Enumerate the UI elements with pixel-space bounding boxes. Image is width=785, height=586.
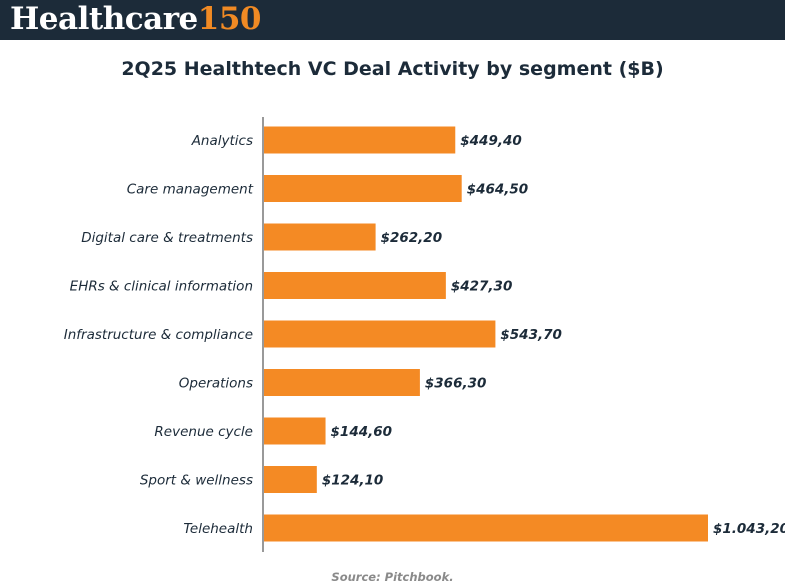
value-label: $543,70 bbox=[500, 327, 562, 343]
bar bbox=[264, 466, 317, 493]
brand-logo: Healthcare150 bbox=[10, 1, 261, 37]
bar bbox=[264, 223, 376, 251]
bar bbox=[264, 514, 708, 542]
category-label: Sport & wellness bbox=[140, 473, 253, 489]
category-label: Telehealth bbox=[183, 521, 253, 537]
header-banner: Healthcare150 bbox=[0, 0, 785, 40]
category-label: Operations bbox=[179, 376, 253, 392]
value-label: $366,30 bbox=[425, 376, 487, 392]
chart-title: 2Q25 Healthtech VC Deal Activity by segm… bbox=[121, 58, 664, 80]
category-label: Revenue cycle bbox=[154, 424, 253, 440]
bar bbox=[264, 126, 456, 154]
category-label: Care management bbox=[127, 182, 254, 198]
category-label: Analytics bbox=[191, 133, 253, 149]
category-label: EHRs & clinical information bbox=[70, 279, 253, 295]
bar bbox=[264, 417, 326, 445]
value-label: $144,60 bbox=[331, 424, 393, 440]
bar bbox=[264, 175, 462, 202]
value-label: $427,30 bbox=[451, 279, 512, 295]
bar bbox=[264, 272, 446, 299]
bar bbox=[264, 320, 496, 348]
value-label: $449,40 bbox=[460, 133, 522, 149]
source-note: Source: Pitchbook. bbox=[331, 570, 454, 584]
value-label: $464,50 bbox=[467, 182, 529, 198]
value-label: $262,20 bbox=[381, 230, 443, 246]
value-label: $124,10 bbox=[322, 473, 384, 489]
value-label: $1.043,20 bbox=[713, 521, 785, 537]
category-label: Infrastructure & compliance bbox=[64, 327, 253, 343]
category-label: Digital care & treatments bbox=[81, 230, 253, 246]
bar bbox=[264, 369, 420, 396]
